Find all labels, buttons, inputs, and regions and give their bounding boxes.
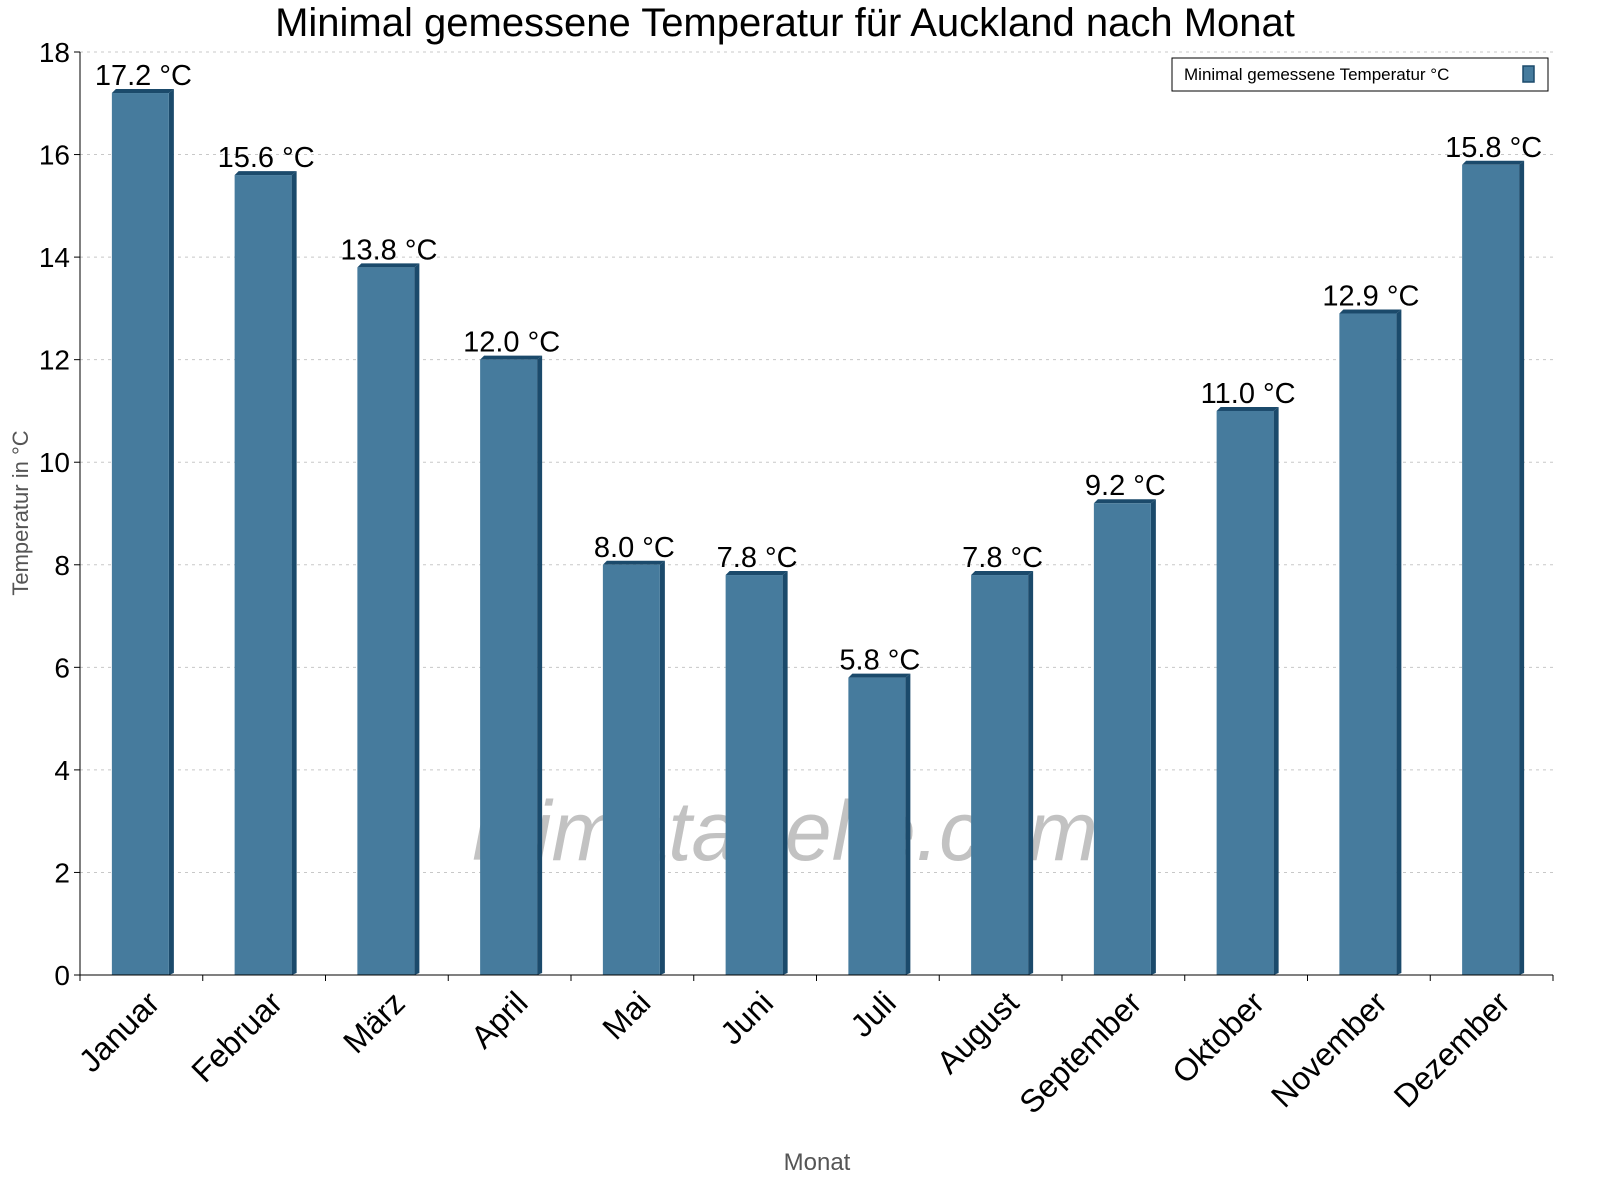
bar-side — [782, 571, 788, 975]
x-tick-label: April — [464, 984, 535, 1055]
bar-top — [357, 263, 420, 268]
bar — [971, 575, 1029, 975]
bar-top — [234, 171, 297, 176]
x-tick-label: Juni — [713, 984, 780, 1051]
bar-side — [414, 263, 420, 975]
bar-side — [905, 673, 911, 975]
x-tick-label: Januar — [72, 984, 167, 1079]
x-tick-label: August — [930, 984, 1026, 1080]
data-label: 11.0 °C — [1201, 378, 1296, 410]
data-label: 7.8 °C — [717, 542, 798, 574]
data-label: 9.2 °C — [1085, 470, 1166, 502]
x-tick-label: November — [1264, 984, 1394, 1114]
bar-mai: 8.0 °C — [594, 532, 675, 975]
bar — [357, 267, 415, 975]
bar-märz: 13.8 °C — [340, 234, 437, 975]
bar-side — [1028, 571, 1034, 975]
y-tick-label: 6 — [54, 652, 70, 683]
bar-top — [848, 673, 911, 678]
bar-top — [1216, 406, 1279, 411]
bar — [1216, 410, 1274, 975]
bar-top — [1093, 499, 1156, 504]
bar — [480, 359, 538, 976]
data-label: 7.8 °C — [962, 542, 1043, 574]
x-tick-label: März — [336, 984, 412, 1060]
x-axis-label: Monat — [784, 1149, 851, 1176]
bar-top — [111, 89, 174, 94]
bar-dezember: 15.8 °C — [1445, 132, 1542, 976]
y-tick-label: 0 — [54, 960, 70, 991]
x-tick-label: Dezember — [1387, 984, 1517, 1114]
y-tick-label: 10 — [39, 447, 70, 478]
data-label: 13.8 °C — [340, 234, 437, 266]
bar — [1462, 164, 1520, 976]
y-axis-label: Temperatur in °C — [8, 430, 33, 595]
bar — [234, 175, 292, 976]
bar — [1093, 503, 1151, 975]
data-label: 12.9 °C — [1322, 281, 1419, 313]
bar-august: 7.8 °C — [962, 542, 1043, 975]
bar-top — [1339, 309, 1402, 314]
bar-januar: 17.2 °C — [95, 60, 192, 976]
bar-september: 9.2 °C — [1085, 470, 1166, 975]
bar-top — [971, 571, 1034, 576]
bar-top — [602, 560, 665, 565]
bar — [1339, 313, 1397, 975]
bar-juni: 7.8 °C — [717, 542, 798, 975]
data-label: 15.8 °C — [1445, 132, 1542, 164]
bar-april: 12.0 °C — [463, 327, 560, 976]
bar — [725, 575, 783, 975]
y-tick-label: 18 — [39, 37, 70, 68]
x-tick-label: Oktober — [1165, 984, 1271, 1090]
legend-swatch — [1522, 65, 1535, 83]
bar-side — [659, 560, 665, 975]
bar-side — [1273, 406, 1279, 975]
data-label: 17.2 °C — [95, 60, 192, 92]
bar-side — [537, 355, 543, 976]
bar-top — [1462, 160, 1525, 165]
bar-november: 12.9 °C — [1322, 281, 1419, 975]
bar-side — [291, 171, 297, 976]
data-label: 12.0 °C — [463, 327, 560, 359]
x-tick-label: September — [1012, 984, 1148, 1120]
legend: Minimal gemessene Temperatur °C — [1171, 57, 1549, 92]
bar-side — [168, 89, 174, 976]
bar — [602, 564, 660, 975]
bar-side — [1396, 309, 1402, 975]
bar-oktober: 11.0 °C — [1201, 378, 1296, 975]
y-tick-label: 2 — [54, 857, 70, 888]
data-label: 8.0 °C — [594, 532, 675, 564]
y-tick-label: 12 — [39, 345, 70, 376]
y-tick-label: 14 — [39, 242, 70, 273]
x-tick-label: Mai — [595, 984, 657, 1046]
data-label: 15.6 °C — [218, 142, 315, 174]
bar-juli: 5.8 °C — [839, 645, 920, 975]
gridlines — [80, 51, 1553, 873]
legend-label: Minimal gemessene Temperatur °C — [1184, 65, 1449, 84]
chart-title: Minimal gemessene Temperatur für Aucklan… — [275, 1, 1295, 45]
bar-side — [1150, 499, 1156, 975]
bars: 17.2 °C 15.6 °C 13.8 °C 12.0 °C 8.0 °C 7.8 °C… — [95, 60, 1542, 976]
bar-februar: 15.6 °C — [218, 142, 315, 976]
bar-side — [1519, 160, 1525, 976]
bar — [848, 677, 906, 975]
x-tick-label: Juli — [843, 984, 902, 1043]
x-tick-label: Februar — [184, 984, 289, 1089]
y-tick-label: 16 — [39, 140, 70, 171]
data-label: 5.8 °C — [839, 645, 920, 677]
y-tick-label: 8 — [54, 550, 70, 581]
bar-top — [480, 355, 543, 360]
bar — [111, 93, 169, 976]
y-tick-label: 4 — [54, 755, 70, 786]
bar-top — [725, 571, 788, 576]
